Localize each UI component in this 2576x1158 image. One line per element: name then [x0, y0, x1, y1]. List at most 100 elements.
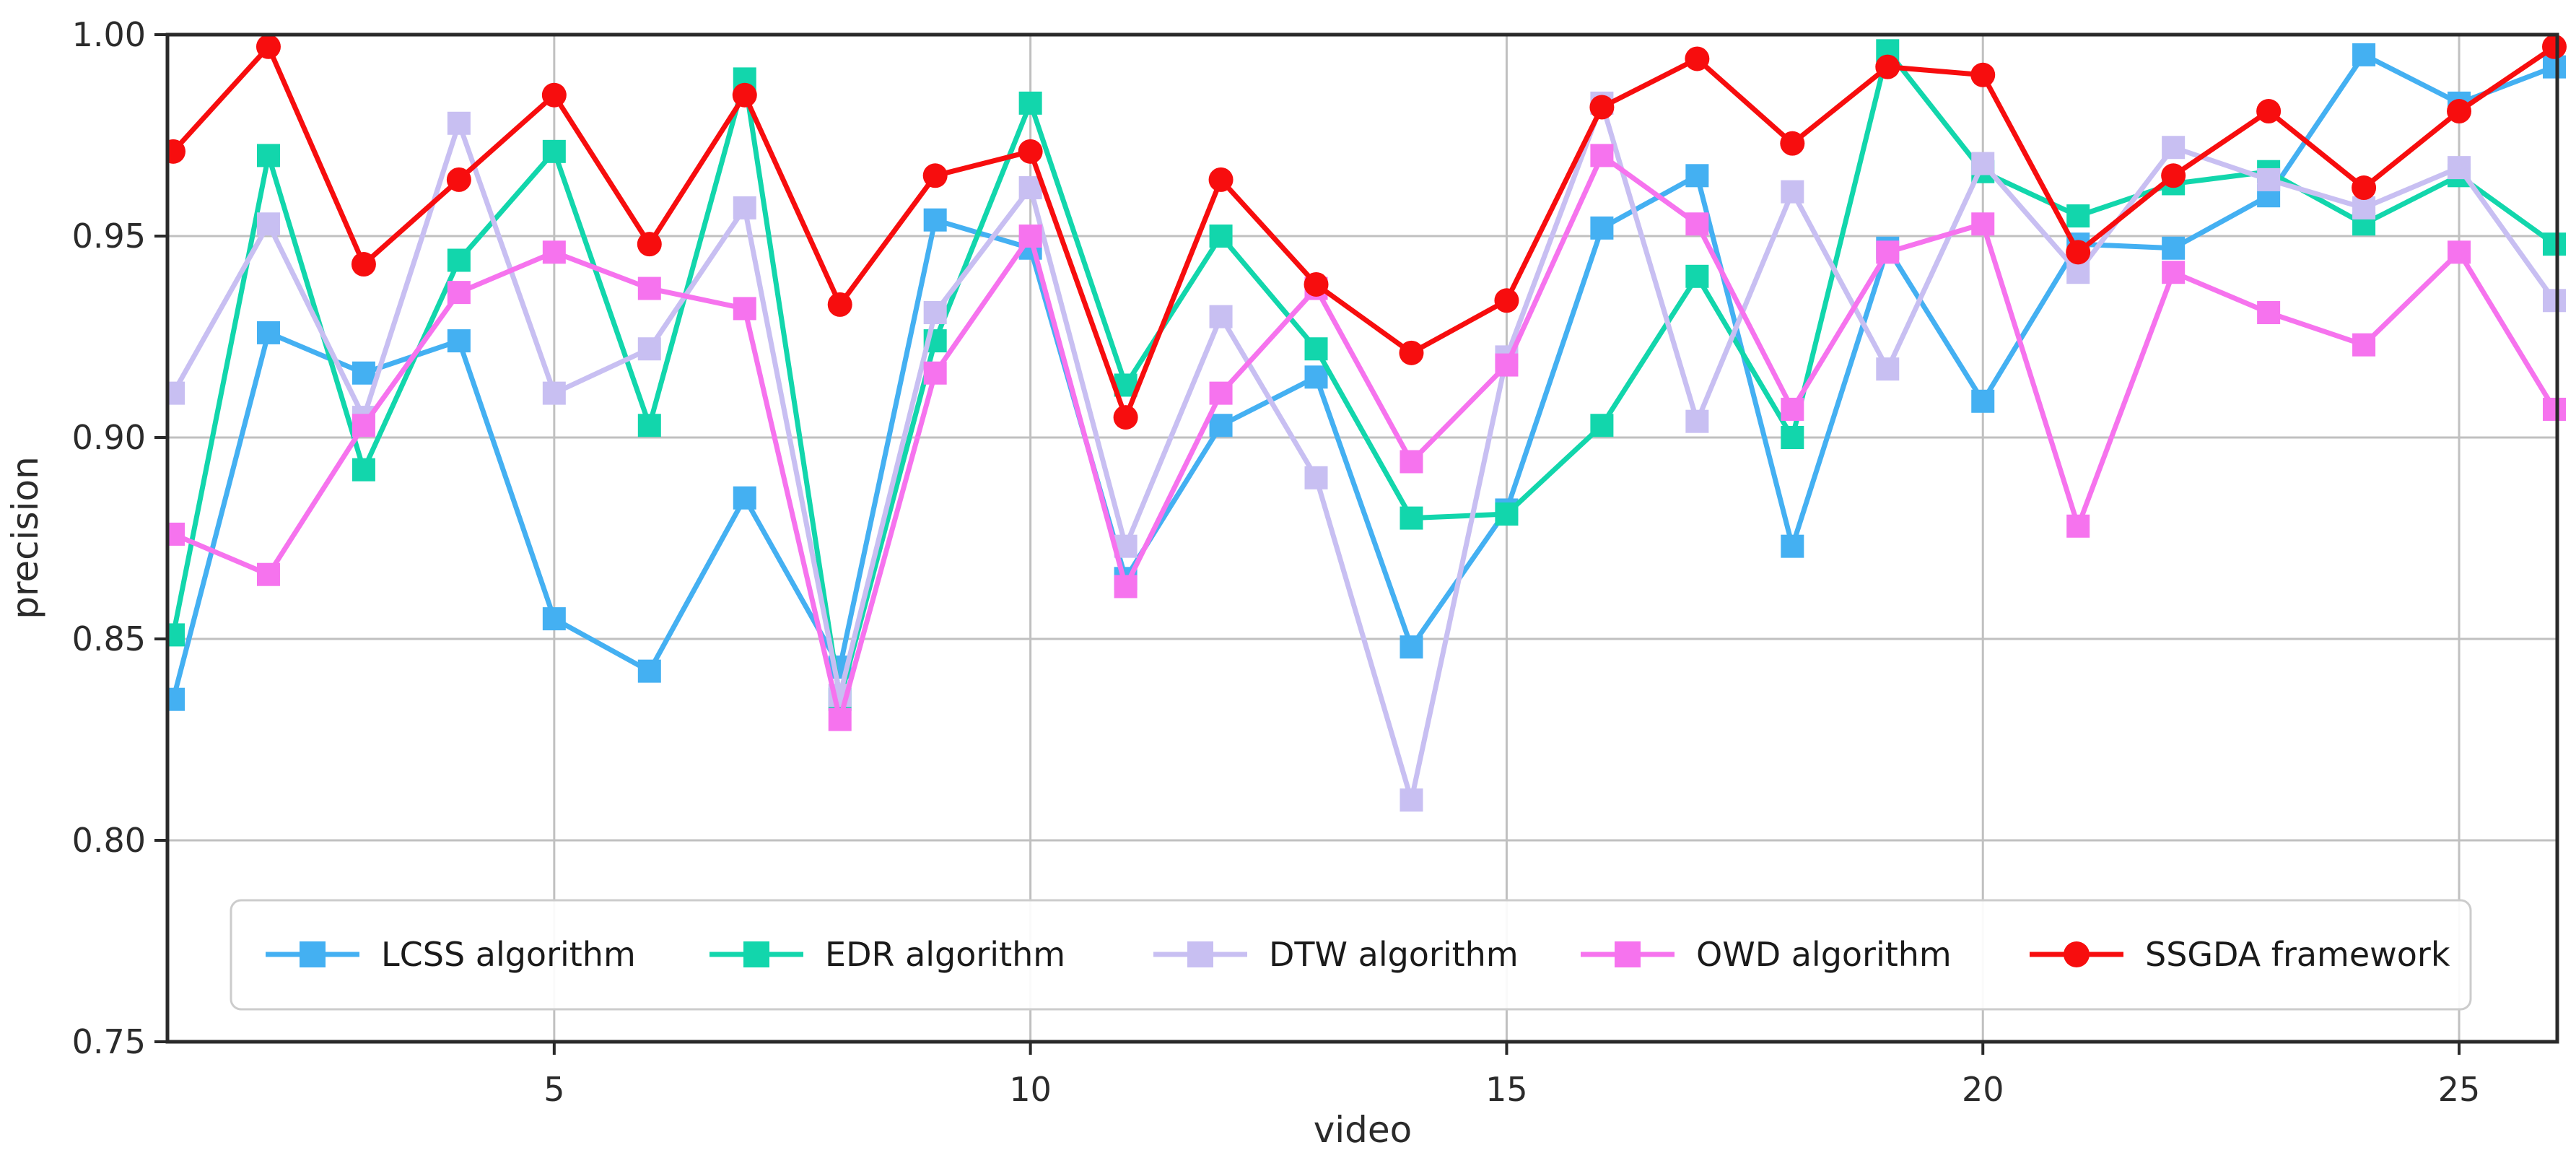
x-tick-label: 5 [543, 1070, 564, 1109]
marker-ssgda-framework [1970, 62, 1996, 87]
marker-ssgda-framework [1399, 340, 1424, 365]
marker-ssgda-framework [1018, 139, 1043, 164]
marker-dtw-algorithm [1685, 409, 1709, 433]
series-line-dtw-algorithm [170, 100, 2557, 803]
x-tick-label: 15 [1485, 1070, 1528, 1109]
marker-owd-algorithm [1781, 397, 1804, 421]
marker-edr-algorithm [1304, 337, 1328, 361]
marker-edr-algorithm [2066, 204, 2090, 228]
marker-ssgda-framework [2542, 34, 2567, 59]
x-tick-label: 20 [1962, 1070, 2004, 1109]
marker-lcss-algorithm [2162, 236, 2186, 260]
marker-ssgda-framework [446, 167, 471, 192]
marker-owd-algorithm [733, 297, 756, 321]
marker-edr-algorithm [447, 248, 471, 272]
marker-edr-algorithm [1685, 264, 1709, 288]
series-line-owd-algorithm [170, 152, 2557, 723]
marker-owd-algorithm [1018, 225, 1042, 248]
marker-dtw-algorithm [1209, 305, 1233, 328]
series-line-ssgda-framework [170, 44, 2557, 420]
marker-ssgda-framework [2161, 163, 2186, 188]
legend-item-owd-algorithm: OWD algorithm [1581, 935, 1952, 974]
legend-marker-owd-algorithm [1615, 941, 1641, 967]
y-tick-label: 0.90 [72, 418, 146, 457]
marker-owd-algorithm [1400, 450, 1423, 474]
marker-lcss-algorithm [1781, 534, 1804, 558]
legend-label-lcss-algorithm: LCSS algorithm [381, 935, 636, 974]
marker-edr-algorithm [1400, 506, 1423, 530]
marker-owd-algorithm [923, 361, 947, 385]
marker-owd-algorithm [637, 277, 661, 300]
marker-edr-algorithm [637, 414, 661, 437]
legend-marker-lcss-algorithm [300, 941, 326, 967]
marker-dtw-algorithm [1304, 466, 1328, 489]
legend-label-owd-algorithm: OWD algorithm [1696, 935, 1952, 974]
marker-lcss-algorithm [923, 208, 947, 232]
marker-ssgda-framework [1494, 288, 1519, 313]
marker-lcss-algorithm [542, 607, 566, 631]
marker-ssgda-framework [166, 139, 185, 164]
marker-lcss-algorithm [1590, 216, 1614, 240]
marker-owd-algorithm [1114, 575, 1138, 598]
marker-lcss-algorithm [1971, 389, 1995, 413]
marker-owd-algorithm [2352, 333, 2376, 357]
ticks-layer: 0.75 0.80 0.85 0.90 0.95 1.00 5 10 15 20 25 [72, 15, 2481, 1109]
marker-lcss-algorithm [733, 486, 756, 510]
marker-owd-algorithm [828, 708, 852, 731]
marker-edr-algorithm [1209, 225, 1233, 248]
legend-item-lcss-algorithm: LCSS algorithm [266, 935, 636, 974]
marker-ssgda-framework [827, 292, 852, 317]
marker-lcss-algorithm [1304, 365, 1328, 389]
marker-dtw-algorithm [2448, 156, 2471, 180]
marker-ssgda-framework [637, 232, 662, 257]
marker-ssgda-framework [256, 34, 281, 59]
legend-label-ssgda-framework: SSGDA framework [2145, 935, 2450, 974]
marker-ssgda-framework [1780, 131, 1805, 156]
marker-owd-algorithm [2162, 261, 2186, 284]
marker-dtw-algorithm [2066, 261, 2090, 284]
legend-item-ssgda-framework: SSGDA framework [2030, 935, 2450, 974]
marker-dtw-algorithm [542, 381, 566, 405]
marker-owd-algorithm [1590, 144, 1614, 167]
legend-box [230, 899, 2472, 1011]
marker-edr-algorithm [352, 458, 375, 482]
series-layer [166, 34, 2567, 812]
x-axis-label: video [1314, 1109, 1413, 1151]
marker-dtw-algorithm [2543, 289, 2566, 313]
legend-item-edr-algorithm: EDR algorithm [710, 935, 1065, 974]
marker-ssgda-framework [2066, 240, 2091, 265]
marker-lcss-algorithm [256, 321, 280, 344]
marker-owd-algorithm [2448, 240, 2471, 264]
x-tick-label: 25 [2438, 1070, 2481, 1109]
marker-lcss-algorithm [1685, 164, 1709, 188]
marker-dtw-algorithm [733, 196, 756, 219]
marker-dtw-algorithm [1971, 152, 1995, 175]
marker-owd-algorithm [1971, 212, 1995, 236]
legend-label-dtw-algorithm: DTW algorithm [1269, 935, 1519, 974]
marker-ssgda-framework [2256, 99, 2282, 124]
legend-label-edr-algorithm: EDR algorithm [825, 935, 1065, 974]
legend-marker-dtw-algorithm [1187, 941, 1213, 967]
marker-lcss-algorithm [637, 659, 661, 683]
axes-layer [165, 32, 2559, 1044]
marker-owd-algorithm [2066, 514, 2090, 538]
marker-owd-algorithm [2543, 397, 2566, 421]
legend-marker-ssgda-framework [2064, 941, 2090, 967]
marker-ssgda-framework [1685, 46, 1710, 71]
marker-dtw-algorithm [2257, 167, 2281, 191]
marker-owd-algorithm [1495, 353, 1519, 377]
legend-marker-edr-algorithm [743, 941, 769, 967]
marker-owd-algorithm [1876, 240, 1900, 264]
series-line-lcss-algorithm [170, 52, 2557, 702]
marker-edr-algorithm [1590, 414, 1614, 437]
y-tick-label: 0.75 [72, 1022, 146, 1061]
marker-dtw-algorithm [1781, 180, 1804, 204]
y-tick-label: 0.95 [72, 217, 146, 256]
marker-ssgda-framework [1589, 95, 1615, 120]
marker-dtw-algorithm [447, 111, 471, 135]
marker-edr-algorithm [542, 139, 566, 163]
marker-dtw-algorithm [637, 337, 661, 361]
marker-dtw-algorithm [2352, 196, 2376, 219]
marker-lcss-algorithm [1209, 414, 1233, 437]
